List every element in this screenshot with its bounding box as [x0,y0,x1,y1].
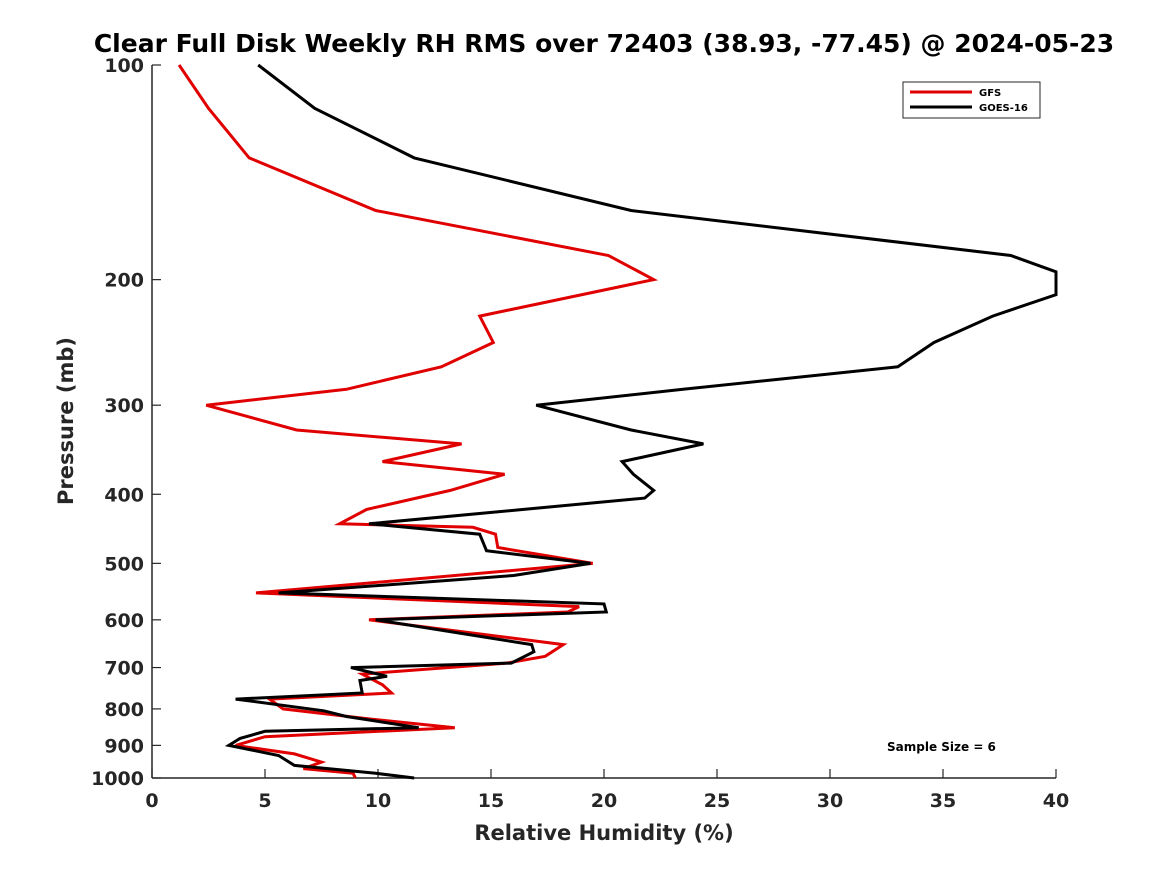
legend-box [902,81,1041,119]
x-tick-label: 10 [365,790,391,812]
series-line-gfs [177,64,659,779]
y-tick-label: 700 [104,658,144,680]
legend-label-gfs: GFS [979,88,1001,99]
x-axis-label: Relative Humidity (%) [474,821,733,845]
x-tick-label: 5 [258,790,271,812]
y-tick-label: 200 [104,270,144,292]
legend: GFS GOES-16 [902,81,1041,119]
y-axis-ticks: 100 200 300 400 500 600 700 800 900 1000 [91,55,161,790]
y-tick-label: 1000 [91,768,144,790]
x-tick-label: 30 [817,790,843,812]
series-line-goes16 [224,63,1058,780]
x-tick-label: 15 [478,790,504,812]
x-tick-label: 20 [591,790,617,812]
y-tick-label: 300 [104,395,144,417]
legend-label-goes16: GOES-16 [979,103,1028,114]
y-tick-label: 900 [104,735,144,757]
series-layer [177,63,1058,780]
x-tick-label: 40 [1043,790,1069,812]
x-tick-label: 25 [704,790,730,812]
y-axis-label: Pressure (mb) [54,337,78,505]
y-tick-label: 500 [104,553,144,575]
x-tick-label: 35 [930,790,956,812]
y-tick-label: 600 [104,610,144,632]
y-tick-label: 800 [104,699,144,721]
x-axis-ticks: 0 5 10 15 20 25 30 35 40 [145,769,1069,812]
y-tick-label: 400 [104,484,144,506]
chart-title: Clear Full Disk Weekly RH RMS over 72403… [94,29,1114,58]
sample-size-annotation: Sample Size = 6 [887,740,996,754]
y-tick-label: 100 [104,55,144,77]
x-tick-label: 0 [145,790,158,812]
